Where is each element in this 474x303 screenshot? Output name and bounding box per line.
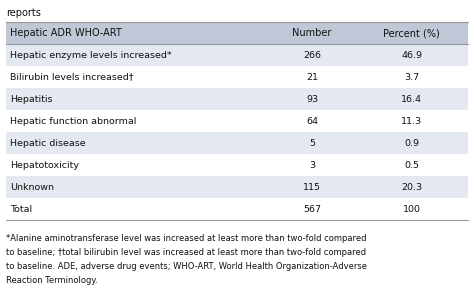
Text: 21: 21 [306,72,318,82]
Text: 0.9: 0.9 [404,138,419,148]
Text: *Alanine aminotransferase level was increased at least more than two-fold compar: *Alanine aminotransferase level was incr… [6,234,366,243]
Text: 3.7: 3.7 [404,72,419,82]
Text: 266: 266 [303,51,321,59]
Text: Hepatic disease: Hepatic disease [9,138,85,148]
Text: 100: 100 [402,205,420,214]
Text: 0.5: 0.5 [404,161,419,169]
Text: 5: 5 [309,138,315,148]
Bar [6,22,468,44]
Text: Total: Total [9,205,32,214]
Text: Number: Number [292,28,332,38]
Text: 64: 64 [306,116,318,125]
Text: Hepatic function abnormal: Hepatic function abnormal [9,116,136,125]
Text: 20.3: 20.3 [401,182,422,191]
Text: to baseline. ADE, adverse drug events; WHO-ART, World Health Organization-Advers: to baseline. ADE, adverse drug events; W… [6,262,367,271]
Text: Hepatitis: Hepatitis [9,95,52,104]
Text: Hepatic enzyme levels increased*: Hepatic enzyme levels increased* [9,51,171,59]
Bar [6,132,468,154]
Text: 16.4: 16.4 [401,95,422,104]
Text: 11.3: 11.3 [401,116,422,125]
Bar [6,198,468,220]
Text: 3: 3 [309,161,315,169]
Text: 46.9: 46.9 [401,51,422,59]
Bar [6,154,468,176]
Bar [6,110,468,132]
Bar [6,66,468,88]
Text: reports: reports [6,8,41,18]
Text: Hepatotoxicity: Hepatotoxicity [9,161,79,169]
Text: Unknown: Unknown [9,182,54,191]
Bar [6,176,468,198]
Bar [6,44,468,66]
Text: Bilirubin levels increased†: Bilirubin levels increased† [9,72,133,82]
Text: Reaction Terminology.: Reaction Terminology. [6,276,98,285]
Bar [6,88,468,110]
Text: Percent (%): Percent (%) [383,28,440,38]
Text: Hepatic ADR WHO-ART: Hepatic ADR WHO-ART [9,28,121,38]
Text: 567: 567 [303,205,321,214]
Text: 93: 93 [306,95,318,104]
Text: 115: 115 [303,182,321,191]
Text: to baseline; †total bilirubin level was increased at least more than two-fold co: to baseline; †total bilirubin level was … [6,248,366,257]
